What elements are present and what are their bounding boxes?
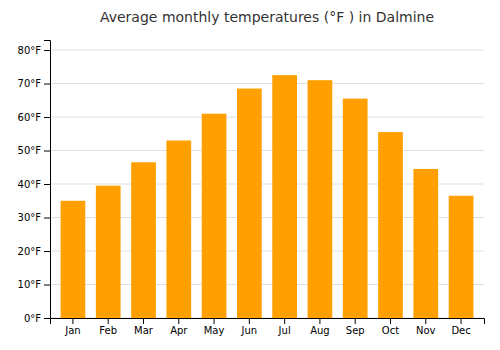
tick-label: 30°F <box>18 212 42 223</box>
tick-label: 70°F <box>18 78 42 89</box>
chart-container: 0°F 10°F 20°F 30°F 40°F 50°F 60°F 70°F 80°F Jan Fe… <box>0 0 500 350</box>
tick-mark <box>44 285 50 286</box>
bar <box>272 75 297 318</box>
x-tick: Jun <box>241 318 258 336</box>
y-tick: 80°F <box>18 45 50 56</box>
tick-mark <box>44 218 50 219</box>
bar <box>449 196 474 318</box>
bars <box>61 75 474 318</box>
x-tick: May <box>204 318 225 336</box>
tick-label: 20°F <box>18 246 42 257</box>
tick-mark <box>44 184 50 185</box>
y-tick: 70°F <box>18 78 50 89</box>
y-tick: 30°F <box>18 212 50 223</box>
axis-line <box>44 41 51 319</box>
tick-label: Jan <box>64 325 80 336</box>
tick-label: Jun <box>241 325 258 336</box>
bar <box>166 140 191 318</box>
x-axis: Jan Feb Mar Apr May Jun Jul Aug Sep Oct Nov Dec <box>51 318 485 336</box>
tick-label: Jul <box>278 325 291 336</box>
tick-mark <box>425 318 426 324</box>
grid-line <box>50 50 484 51</box>
y-tick: 0°F <box>24 313 50 324</box>
y-tick: 20°F <box>18 246 50 257</box>
tick-mark <box>178 318 179 324</box>
tick-mark <box>44 251 50 252</box>
tick-label: Mar <box>134 325 154 336</box>
bar <box>131 162 156 318</box>
tick-label: 40°F <box>18 179 42 190</box>
tick-mark <box>214 318 215 324</box>
bar <box>202 114 227 318</box>
x-tick: Mar <box>134 318 154 336</box>
x-tick: Sep <box>346 318 365 336</box>
bar <box>61 201 86 318</box>
grid <box>50 50 484 318</box>
tick-mark <box>249 318 250 324</box>
bar <box>413 169 438 318</box>
tick-label: Nov <box>416 325 436 336</box>
y-tick: 50°F <box>18 145 50 156</box>
tick-mark <box>108 318 109 324</box>
x-tick: Jul <box>278 318 291 336</box>
tick-label: Oct <box>382 325 399 336</box>
bar <box>308 80 333 318</box>
bar <box>378 132 403 318</box>
grid-line <box>50 83 484 84</box>
tick-mark <box>44 117 50 118</box>
bar <box>343 99 368 318</box>
axis-line <box>51 319 485 325</box>
x-tick: Nov <box>416 318 436 336</box>
tick-mark <box>72 318 73 324</box>
x-tick: Dec <box>451 318 470 336</box>
x-tick: Feb <box>99 318 117 336</box>
y-tick: 10°F <box>18 279 50 290</box>
tick-label: Feb <box>99 325 117 336</box>
y-axis: 0°F 10°F 20°F 30°F 40°F 50°F 60°F 70°F 80°F <box>18 41 51 324</box>
tick-mark <box>319 318 320 324</box>
tick-label: Sep <box>346 325 365 336</box>
tick-label: 60°F <box>18 112 42 123</box>
tick-label: 10°F <box>18 279 42 290</box>
grid-line <box>50 117 484 118</box>
bar <box>96 186 121 318</box>
tick-label: Aug <box>310 325 330 336</box>
tick-label: 50°F <box>18 145 42 156</box>
chart-svg: 0°F 10°F 20°F 30°F 40°F 50°F 60°F 70°F 80°F Jan Fe… <box>0 0 500 350</box>
tick-label: 0°F <box>24 313 41 324</box>
tick-mark <box>461 318 462 324</box>
tick-label: May <box>204 325 225 336</box>
tick-mark <box>143 318 144 324</box>
tick-mark <box>44 50 50 51</box>
tick-mark <box>44 151 50 152</box>
grid-line <box>50 150 484 151</box>
x-tick: Aug <box>310 318 330 336</box>
y-tick: 40°F <box>18 179 50 190</box>
tick-mark <box>44 84 50 85</box>
tick-mark <box>355 318 356 324</box>
tick-mark <box>284 318 285 324</box>
y-tick: 60°F <box>18 112 50 123</box>
x-tick: Apr <box>170 318 188 336</box>
tick-label: Apr <box>170 325 188 336</box>
tick-mark <box>44 318 50 319</box>
chart-title: Average monthly temperatures (°F ) in Da… <box>100 9 434 25</box>
tick-label: 80°F <box>18 45 42 56</box>
tick-label: Dec <box>451 325 470 336</box>
tick-mark <box>390 318 391 324</box>
bar <box>237 89 262 318</box>
x-tick: Jan <box>64 318 80 336</box>
x-tick: Oct <box>382 318 399 336</box>
